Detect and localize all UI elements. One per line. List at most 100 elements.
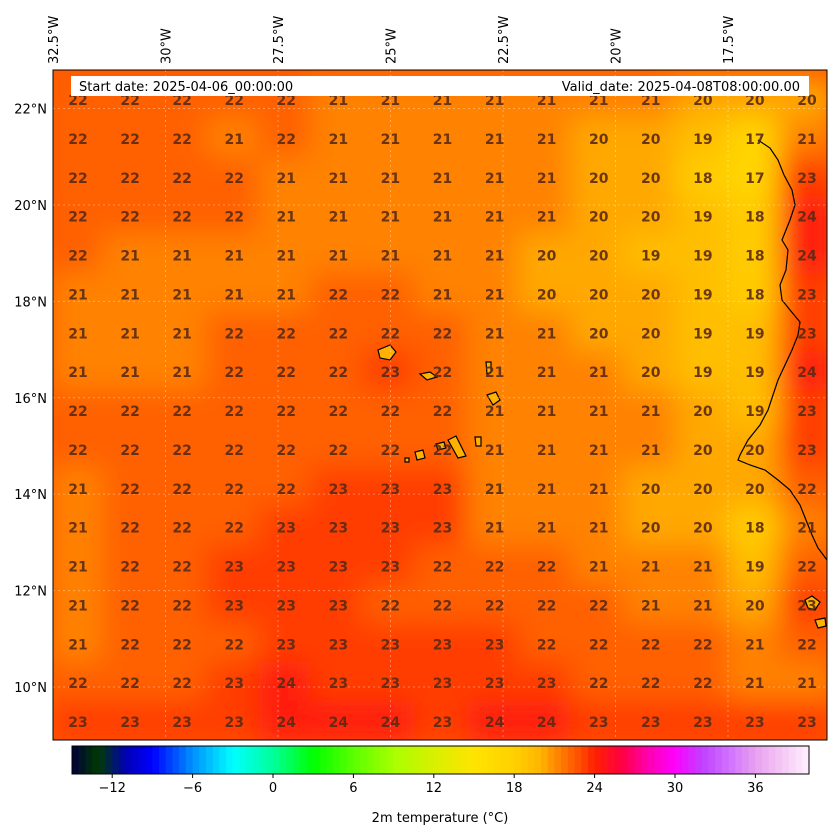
grid-value: 21 [277,171,296,187]
grid-value: 22 [68,210,87,226]
field-cell [258,195,315,239]
field-cell [154,583,211,627]
field-cell [53,311,107,355]
field-cell [778,389,827,433]
field-cell [466,622,523,666]
grid-value: 21 [433,210,452,226]
grid-value: 21 [589,404,608,420]
grid-value: 21 [537,482,556,498]
grid-value: 20 [641,287,661,303]
field-cell [154,661,211,705]
colorbar-segment [453,746,462,774]
grid-value: 24 [797,249,817,265]
grid-value: 22 [433,598,452,614]
grid-value: 19 [693,287,712,303]
grid-value: 21 [641,404,660,420]
field-cell [674,156,731,200]
grid-value: 22 [381,598,400,614]
field-cell [466,234,523,277]
grid-value: 21 [172,326,191,342]
colorbar-segment [648,746,656,774]
grid-value: 20 [589,132,609,148]
grid-value: 21 [537,210,556,226]
longitude-labels: 32.5°W 30°W 27.5°W 25°W 22.5°W 20°W 17.5°W [47,16,737,64]
field-cell [310,622,367,666]
field-cell [466,700,523,740]
field-cell [414,117,471,161]
field-cell [53,428,107,472]
field-cell [570,389,627,433]
grid-value: 22 [224,171,243,187]
grid-value: 23 [329,521,348,537]
field-cell [102,467,159,511]
colorbar-segment [534,746,542,774]
grid-value: 23 [381,676,400,692]
field-cell [53,467,107,511]
colorbar-segment [299,746,308,774]
island-maio [474,436,482,447]
grid-value: 23 [641,715,660,731]
field-cell [258,156,315,200]
field-cell [518,583,575,627]
grid-value: 22 [485,598,504,614]
colorbar-tick-label: −6 [183,781,202,796]
field-cell [53,272,107,316]
grid-value: 21 [381,249,400,265]
grid-value: 22 [277,443,296,459]
field-cell [518,272,575,316]
grid-value: 19 [693,210,712,226]
field-cell [466,661,523,705]
grid-value: 23 [329,598,348,614]
grid-value: 19 [745,404,764,420]
colorbar-segment [373,746,381,774]
field-cell [362,506,419,550]
grid-value: 22 [224,93,243,109]
field-cell [258,350,315,394]
field-cell [622,272,679,316]
grid-value: 20 [641,171,661,187]
grid-value: 21 [485,171,504,187]
field-cell [674,195,731,239]
grid-value: 21 [485,404,504,420]
grid-value: 23 [797,715,816,731]
colorbar-segment [728,746,736,774]
field-cell [726,156,783,200]
grid-value: 23 [120,715,139,731]
field-cell [310,506,367,550]
colorbar-segment [78,746,86,774]
field-cell [414,583,471,627]
colorbar-segment [199,746,207,774]
grid-value: 19 [693,326,712,342]
field-cell [258,272,315,316]
grid-value: 21 [537,404,556,420]
grid-value: 22 [589,637,608,653]
field-cell [466,156,523,200]
field-cell [622,506,679,550]
grid-value: 23 [693,715,712,731]
grid-value: 22 [693,637,712,653]
field-cell [53,700,107,740]
field-cell [622,583,679,627]
field-cell [570,311,627,355]
island-santiago [447,435,467,459]
colorbar-segment [507,746,515,774]
grid-value: 23 [797,443,816,459]
field-cell [778,428,827,472]
island-brava [404,457,410,463]
grid-value: 23 [381,560,400,576]
field-cell [674,506,731,550]
colorbar-tick-label: 12 [426,781,443,796]
field-cell [726,700,783,740]
field-cell [414,195,471,239]
colorbar-segment [681,746,689,774]
field-cell [102,506,159,550]
grid-value: 22 [68,132,87,148]
field-cell [674,389,731,433]
grid-value: 22 [68,93,87,109]
grid-value: 21 [485,482,504,498]
grid-value: 21 [641,93,660,109]
colorbar-segment [145,746,153,774]
grid-value: 22 [68,249,87,265]
field-cell [674,583,731,627]
field-cell [518,311,575,355]
